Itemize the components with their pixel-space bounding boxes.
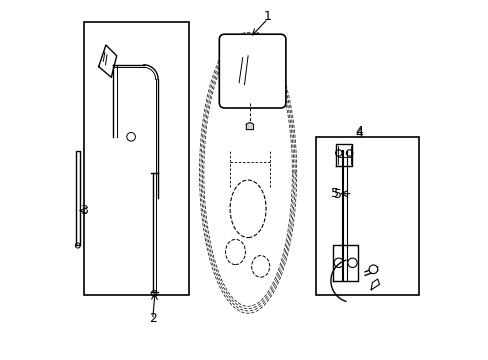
Circle shape (368, 265, 377, 274)
Text: 4: 4 (355, 127, 363, 140)
Polygon shape (246, 122, 253, 130)
Polygon shape (76, 151, 80, 245)
Text: 5: 5 (333, 188, 342, 201)
Ellipse shape (251, 256, 269, 277)
Ellipse shape (225, 239, 245, 265)
Text: 1: 1 (264, 10, 271, 23)
Text: 2: 2 (148, 312, 156, 325)
FancyBboxPatch shape (219, 34, 285, 108)
Text: 5: 5 (330, 187, 339, 200)
Bar (316, 137, 418, 295)
Text: 4: 4 (355, 125, 363, 138)
Polygon shape (370, 279, 379, 290)
Ellipse shape (230, 180, 265, 238)
Polygon shape (99, 45, 117, 77)
Bar (84, 22, 188, 295)
Text: 3: 3 (80, 204, 88, 217)
